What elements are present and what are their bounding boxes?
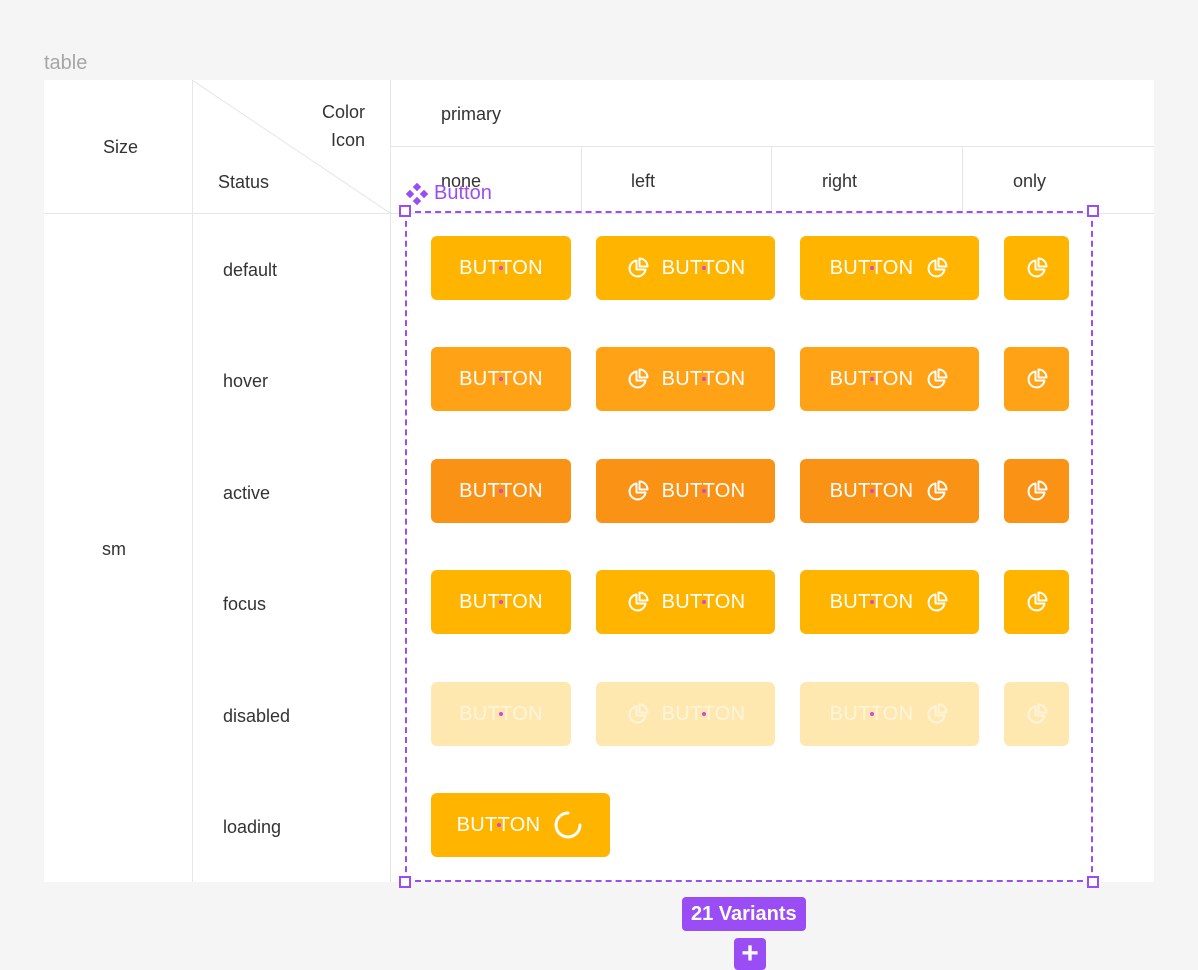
pie-chart-icon — [626, 702, 650, 726]
status-focus: focus — [223, 594, 267, 614]
button-active-none[interactable]: BUTTON — [431, 459, 571, 523]
pie-chart-icon — [925, 256, 949, 280]
pie-chart-icon — [925, 367, 949, 391]
button-hover-only[interactable] — [1004, 347, 1069, 411]
add-variant-button[interactable]: + — [734, 938, 766, 970]
button-focus-only[interactable] — [1004, 570, 1069, 634]
pie-chart-icon — [626, 479, 650, 503]
pie-chart-icon — [626, 256, 650, 280]
button-active-only[interactable] — [1004, 459, 1069, 523]
status-header: Status — [218, 172, 270, 192]
button-active-right[interactable]: BUTTON — [800, 459, 979, 523]
button-disabled-right[interactable]: BUTTON — [800, 682, 979, 746]
button-focus-none[interactable]: BUTTON — [431, 570, 571, 634]
button-default-left[interactable]: BUTTON — [596, 236, 775, 300]
button-disabled-only[interactable] — [1004, 682, 1069, 746]
size-header: Size — [103, 137, 139, 157]
status-default: default — [223, 260, 278, 280]
resize-handle-bottom-right[interactable] — [1087, 876, 1099, 888]
pie-chart-icon — [925, 702, 949, 726]
button-loading-loading[interactable]: BUTTON — [431, 793, 610, 857]
pie-chart-icon — [1025, 256, 1049, 280]
pie-chart-icon — [1025, 479, 1049, 503]
component-name[interactable]: Button — [406, 182, 492, 205]
component-name-label: Button — [434, 182, 492, 204]
icon-col-right: right — [822, 171, 858, 191]
button-label: BUTTON — [661, 256, 746, 279]
button-label: BUTTON — [459, 702, 543, 725]
button-label: BUTTON — [829, 590, 914, 613]
icon-header: Icon — [331, 130, 366, 150]
button-default-none[interactable]: BUTTON — [431, 236, 571, 300]
button-active-left[interactable]: BUTTON — [596, 459, 775, 523]
pie-chart-icon — [1025, 702, 1049, 726]
button-label: BUTTON — [661, 367, 746, 390]
header-diagonal — [192, 80, 390, 213]
pie-chart-icon — [925, 479, 949, 503]
button-label: BUTTON — [459, 479, 543, 502]
button-hover-left[interactable]: BUTTON — [596, 347, 775, 411]
button-label: BUTTON — [829, 256, 914, 279]
button-hover-right[interactable]: BUTTON — [800, 347, 979, 411]
resize-handle-top-right[interactable] — [1087, 205, 1099, 217]
icon-col-left: left — [631, 171, 656, 191]
button-default-right[interactable]: BUTTON — [800, 236, 979, 300]
component-icon — [406, 182, 428, 205]
frame-label: table — [44, 52, 88, 74]
status-disabled: disabled — [223, 706, 291, 726]
size-value: sm — [102, 539, 126, 559]
button-default-only[interactable] — [1004, 236, 1069, 300]
button-disabled-left[interactable]: BUTTON — [596, 682, 775, 746]
spinner-icon — [552, 809, 584, 841]
button-label: BUTTON — [661, 702, 746, 725]
pie-chart-icon — [1025, 590, 1049, 614]
pie-chart-icon — [626, 367, 650, 391]
button-label: BUTTON — [459, 256, 543, 279]
icon-col-none: none — [441, 171, 482, 191]
button-label: BUTTON — [829, 702, 914, 725]
pie-chart-icon — [626, 590, 650, 614]
icon-col-only: only — [1013, 171, 1047, 191]
button-label: BUTTON — [459, 590, 543, 613]
button-disabled-none[interactable]: BUTTON — [431, 682, 571, 746]
button-label: BUTTON — [661, 590, 746, 613]
pie-chart-icon — [925, 590, 949, 614]
status-active: active — [223, 483, 271, 503]
color-value-primary: primary — [441, 104, 502, 124]
button-focus-left[interactable]: BUTTON — [596, 570, 775, 634]
variants-count-badge[interactable]: 21 Variants — [682, 897, 806, 931]
button-label: BUTTON — [829, 479, 914, 502]
button-hover-none[interactable]: BUTTON — [431, 347, 571, 411]
button-label: BUTTON — [829, 367, 914, 390]
status-hover: hover — [223, 371, 269, 391]
button-label: BUTTON — [459, 367, 543, 390]
resize-handle-bottom-left[interactable] — [399, 876, 411, 888]
button-label: BUTTON — [661, 479, 746, 502]
status-loading: loading — [223, 817, 282, 837]
button-label: BUTTON — [456, 813, 541, 836]
resize-handle-top-left[interactable] — [399, 205, 411, 217]
button-focus-right[interactable]: BUTTON — [800, 570, 979, 634]
pie-chart-icon — [1025, 367, 1049, 391]
color-header: Color — [322, 102, 366, 122]
